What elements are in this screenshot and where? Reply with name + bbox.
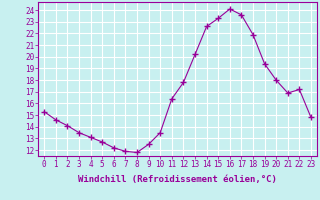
X-axis label: Windchill (Refroidissement éolien,°C): Windchill (Refroidissement éolien,°C) <box>78 175 277 184</box>
